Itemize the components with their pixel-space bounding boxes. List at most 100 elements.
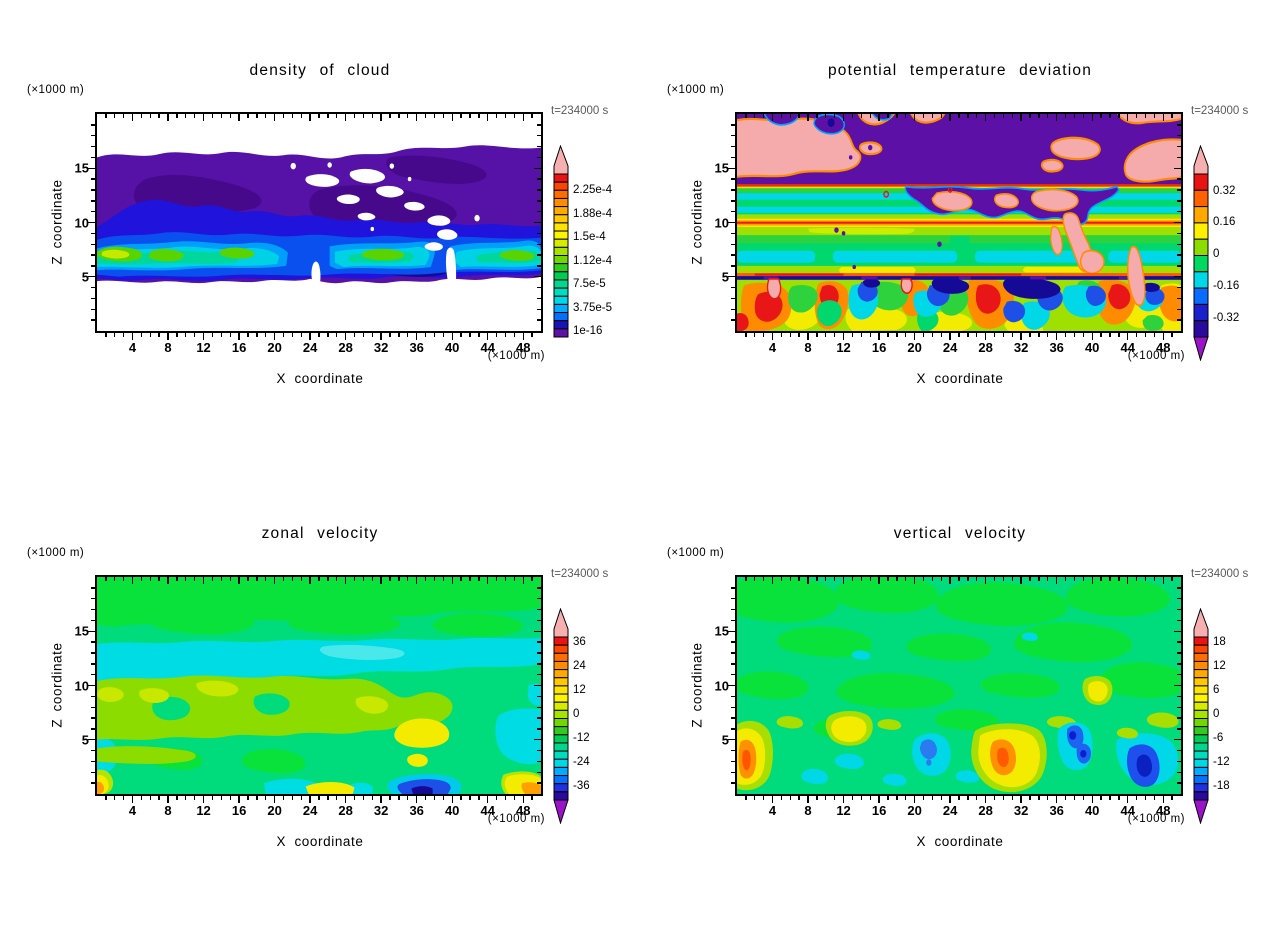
x-tick-top bbox=[869, 114, 871, 118]
x-tick-bottom bbox=[291, 796, 294, 800]
y-tick-left bbox=[91, 717, 95, 719]
colorbar-tick-label: 12 bbox=[573, 684, 586, 697]
x-tick-top bbox=[185, 114, 187, 118]
x-tick-top bbox=[122, 577, 125, 581]
y-tick-right bbox=[1177, 717, 1181, 719]
y-tick-right bbox=[1177, 749, 1181, 752]
y-tick-right bbox=[537, 286, 541, 289]
y-tick-left bbox=[728, 684, 735, 687]
y-tick-left bbox=[91, 641, 95, 643]
x-tick-bottom bbox=[1144, 333, 1147, 337]
x-tick-bottom bbox=[389, 796, 391, 800]
plot-frame: 4 8 12 16 20 24 28 32 36 40 44 48 5 10 15 bbox=[75, 575, 543, 818]
x-tick-bottom bbox=[949, 796, 951, 803]
x-tick-bottom bbox=[167, 796, 169, 803]
x-tick-label: 24 bbox=[302, 803, 318, 818]
y-tick-right bbox=[1177, 297, 1181, 300]
time-annotation: t=234000 s bbox=[551, 568, 609, 580]
x-tick-bottom bbox=[451, 333, 453, 340]
y-tick-right bbox=[1177, 308, 1181, 310]
y-axis-title: Z coordinate bbox=[49, 179, 65, 265]
time-annotation: t=234000 s bbox=[1191, 568, 1249, 580]
x-tick-bottom bbox=[353, 796, 356, 800]
x-tick-bottom bbox=[780, 796, 783, 800]
x-tick-top bbox=[531, 577, 533, 581]
x-tick-bottom bbox=[1144, 796, 1147, 800]
x-tick-top bbox=[833, 577, 836, 581]
x-tick-bottom bbox=[114, 333, 116, 337]
y-tick-left bbox=[731, 297, 735, 300]
x-tick-top bbox=[816, 114, 818, 118]
potential-temperature-deviation-field bbox=[737, 114, 1181, 331]
x-tick-bottom bbox=[265, 796, 267, 800]
vertical-velocity-field bbox=[737, 577, 1181, 794]
x-tick-top bbox=[478, 577, 480, 581]
colorbar-tick-label: -0.16 bbox=[1213, 280, 1240, 293]
y-axis-unit-label: (×1000 m) bbox=[27, 547, 85, 559]
time-annotation: t=234000 s bbox=[551, 105, 609, 117]
y-tick-label: 5 bbox=[721, 269, 729, 285]
x-tick-top bbox=[504, 577, 507, 581]
x-tick-top bbox=[300, 577, 302, 581]
x-tick-top bbox=[371, 114, 373, 118]
y-tick-left bbox=[91, 319, 95, 321]
x-tick-top bbox=[851, 114, 854, 118]
y-tick-right bbox=[537, 587, 541, 589]
x-tick-top bbox=[949, 577, 951, 584]
y-tick-left bbox=[91, 308, 95, 310]
y-tick-right bbox=[534, 276, 541, 278]
x-tick-bottom bbox=[851, 333, 854, 337]
y-tick-left bbox=[91, 706, 95, 708]
y-tick-label: 10 bbox=[714, 678, 729, 693]
y-tick-right bbox=[1177, 673, 1181, 676]
x-tick-bottom bbox=[362, 796, 365, 800]
x-tick-top bbox=[229, 114, 231, 118]
x-tick-top bbox=[167, 114, 169, 121]
x-tick-top bbox=[114, 577, 116, 581]
x-tick-bottom bbox=[958, 333, 960, 337]
colorbar-tick-label: 7.5e-5 bbox=[573, 278, 606, 291]
x-tick-label: 28 bbox=[338, 803, 353, 818]
x-tick-bottom bbox=[1171, 333, 1173, 337]
x-tick-bottom bbox=[976, 333, 978, 337]
x-tick-top bbox=[825, 114, 827, 118]
x-tick-top bbox=[433, 114, 436, 118]
x-tick-top bbox=[353, 114, 356, 118]
x-tick-top bbox=[415, 577, 418, 584]
y-tick-right bbox=[537, 641, 541, 643]
x-tick-bottom bbox=[967, 333, 969, 337]
x-tick-top bbox=[1029, 114, 1031, 118]
x-tick-bottom bbox=[309, 333, 311, 340]
y-tick-left bbox=[91, 782, 95, 784]
x-tick-bottom bbox=[105, 333, 107, 337]
y-tick-left bbox=[728, 276, 735, 278]
colorbar-tick-label: -0.32 bbox=[1213, 312, 1240, 325]
y-tick-left bbox=[91, 254, 95, 256]
x-tick-bottom bbox=[282, 796, 285, 800]
x-axis-unit-label: (×1000 m) bbox=[1127, 813, 1185, 825]
x-tick-bottom bbox=[478, 333, 480, 337]
x-tick-top bbox=[105, 577, 107, 581]
x-tick-bottom bbox=[504, 796, 507, 800]
x-tick-bottom bbox=[993, 333, 996, 337]
y-tick-right bbox=[534, 684, 541, 687]
y-tick-right bbox=[1177, 189, 1181, 191]
x-tick-top bbox=[487, 577, 489, 584]
x-tick-top bbox=[1091, 114, 1093, 121]
panel-title: density of cloud bbox=[249, 62, 391, 79]
plot-frame: 4 8 12 16 20 24 28 32 36 40 44 48 5 10 15 bbox=[715, 112, 1183, 355]
x-tick-top bbox=[1073, 577, 1076, 581]
y-tick-right bbox=[1177, 178, 1181, 180]
x-tick-label: 4 bbox=[128, 803, 137, 818]
x-tick-bottom bbox=[842, 333, 845, 340]
y-tick-right bbox=[1174, 276, 1181, 278]
x-tick-top bbox=[1055, 114, 1058, 121]
x-tick-bottom bbox=[789, 333, 791, 337]
x-tick-bottom bbox=[309, 796, 311, 803]
x-tick-bottom bbox=[193, 796, 196, 800]
y-tick-label: 5 bbox=[721, 732, 729, 748]
panel-vertical-velocity: vertical velocity (×1000 m) t=234000 s Z… bbox=[640, 463, 1280, 926]
x-tick-bottom bbox=[433, 796, 436, 800]
y-tick-left bbox=[91, 598, 95, 600]
x-tick-bottom bbox=[442, 796, 444, 800]
